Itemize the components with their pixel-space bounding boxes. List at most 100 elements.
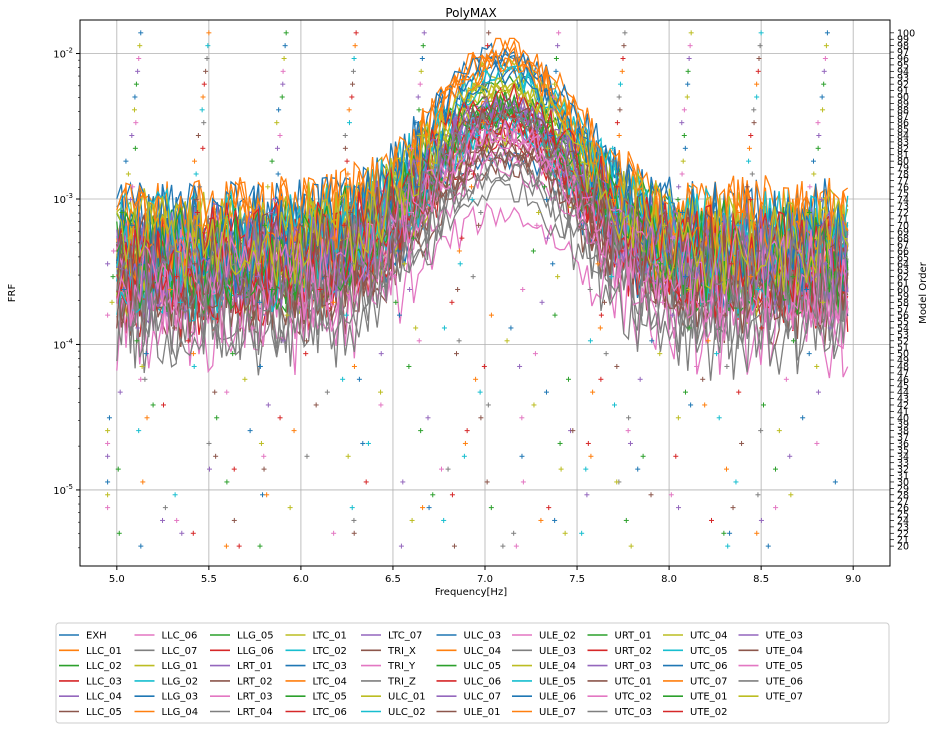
x-tick-label: 8.0 xyxy=(661,574,677,585)
y2-tick-label: 85 xyxy=(897,125,909,136)
x-tick-label: 7.5 xyxy=(569,574,585,585)
pole-marker xyxy=(419,55,425,61)
pole-marker xyxy=(284,312,290,318)
y-tick-label: 10-5 xyxy=(53,483,73,497)
pole-marker xyxy=(611,222,617,228)
pole-marker xyxy=(179,235,185,241)
legend-entry: ULC_04 xyxy=(464,646,502,657)
pole-marker xyxy=(552,81,558,87)
pole-marker xyxy=(481,94,487,100)
pole-marker xyxy=(283,30,289,36)
legend-entry: EXH xyxy=(86,631,107,642)
pole-marker xyxy=(735,209,741,215)
y2-tick-label: 21 xyxy=(897,535,909,546)
pole-marker xyxy=(550,94,556,100)
pole-marker xyxy=(469,197,475,203)
pole-marker xyxy=(136,428,142,434)
pole-marker xyxy=(550,171,556,177)
pole-marker xyxy=(754,530,760,536)
pole-marker xyxy=(277,415,283,421)
legend-entry: LTC_05 xyxy=(313,692,347,703)
pole-marker xyxy=(105,453,111,459)
pole-marker xyxy=(787,453,793,459)
legend-entry: UTC_01 xyxy=(615,676,653,687)
pole-marker xyxy=(205,43,211,49)
legend-entry: LLG_06 xyxy=(237,646,274,657)
pole-marker xyxy=(622,30,628,36)
pole-marker xyxy=(287,505,293,511)
pole-marker xyxy=(735,222,741,228)
pole-marker xyxy=(334,248,340,254)
y2-tick-label: 71 xyxy=(897,214,909,225)
pole-marker xyxy=(206,30,212,36)
x-tick-label: 6.5 xyxy=(385,574,401,585)
pole-marker xyxy=(530,248,536,254)
pole-marker xyxy=(349,94,355,100)
pole-marker xyxy=(722,312,728,318)
pole-marker xyxy=(144,415,150,421)
pole-marker xyxy=(807,184,813,190)
pole-marker xyxy=(322,274,328,280)
pole-marker xyxy=(587,338,593,344)
pole-marker xyxy=(192,248,198,254)
pole-marker xyxy=(669,235,675,241)
pole-marker xyxy=(531,402,537,408)
pole-marker xyxy=(462,440,468,446)
legend-entry: TRI_Z xyxy=(387,676,416,687)
pole-marker xyxy=(755,492,761,498)
pole-marker xyxy=(481,107,487,113)
pole-marker xyxy=(200,145,206,151)
pole-marker xyxy=(648,492,654,498)
legend-entry: LLC_01 xyxy=(86,646,122,657)
x-tick-label: 5.5 xyxy=(201,574,217,585)
legend-entry: LLC_07 xyxy=(162,646,198,657)
pole-marker xyxy=(553,68,559,74)
pole-marker xyxy=(588,453,594,459)
pole-marker xyxy=(488,505,494,511)
pole-marker xyxy=(430,492,436,498)
pole-marker xyxy=(746,158,752,164)
pole-marker xyxy=(584,492,590,498)
pole-marker xyxy=(276,107,282,113)
legend-entry: LTC_01 xyxy=(313,631,347,642)
pole-marker xyxy=(247,428,253,434)
pole-marker xyxy=(161,402,167,408)
pole-marker xyxy=(269,286,275,292)
pole-marker xyxy=(811,171,817,177)
pole-marker xyxy=(816,132,822,138)
legend-entry: LLG_05 xyxy=(237,631,274,642)
legend-entry: TRI_Y xyxy=(387,661,416,672)
pole-marker xyxy=(207,466,213,472)
pole-marker xyxy=(256,261,262,267)
pole-marker xyxy=(759,325,765,331)
y2-tick-label: 33 xyxy=(897,458,909,469)
pole-marker xyxy=(832,479,838,485)
pole-marker xyxy=(756,55,762,61)
pole-marker xyxy=(174,517,180,523)
y2-tick-label: 89 xyxy=(897,99,909,110)
pole-marker xyxy=(679,209,685,215)
legend-entry: UTC_03 xyxy=(615,707,653,718)
pole-marker xyxy=(345,184,351,190)
pole-marker xyxy=(420,505,426,511)
pole-marker xyxy=(682,145,688,151)
pole-marker xyxy=(733,479,739,485)
pole-marker xyxy=(543,389,549,395)
pole-marker xyxy=(815,120,821,126)
y2-tick-label: 43 xyxy=(897,394,909,405)
y-tick-label: 10-3 xyxy=(53,192,73,206)
pole-marker xyxy=(258,440,264,446)
y2-tick-label: 86 xyxy=(897,118,909,129)
pole-marker xyxy=(783,376,789,382)
pole-marker xyxy=(139,363,145,369)
pole-marker xyxy=(119,209,125,215)
pole-marker xyxy=(511,530,517,536)
pole-marker xyxy=(349,505,355,511)
pole-marker xyxy=(406,363,412,369)
pole-marker xyxy=(257,299,263,305)
pole-marker xyxy=(352,43,358,49)
y2-tick-label: 58 xyxy=(897,298,909,309)
pole-marker xyxy=(617,107,623,113)
pole-marker xyxy=(814,440,820,446)
pole-marker xyxy=(819,197,825,203)
